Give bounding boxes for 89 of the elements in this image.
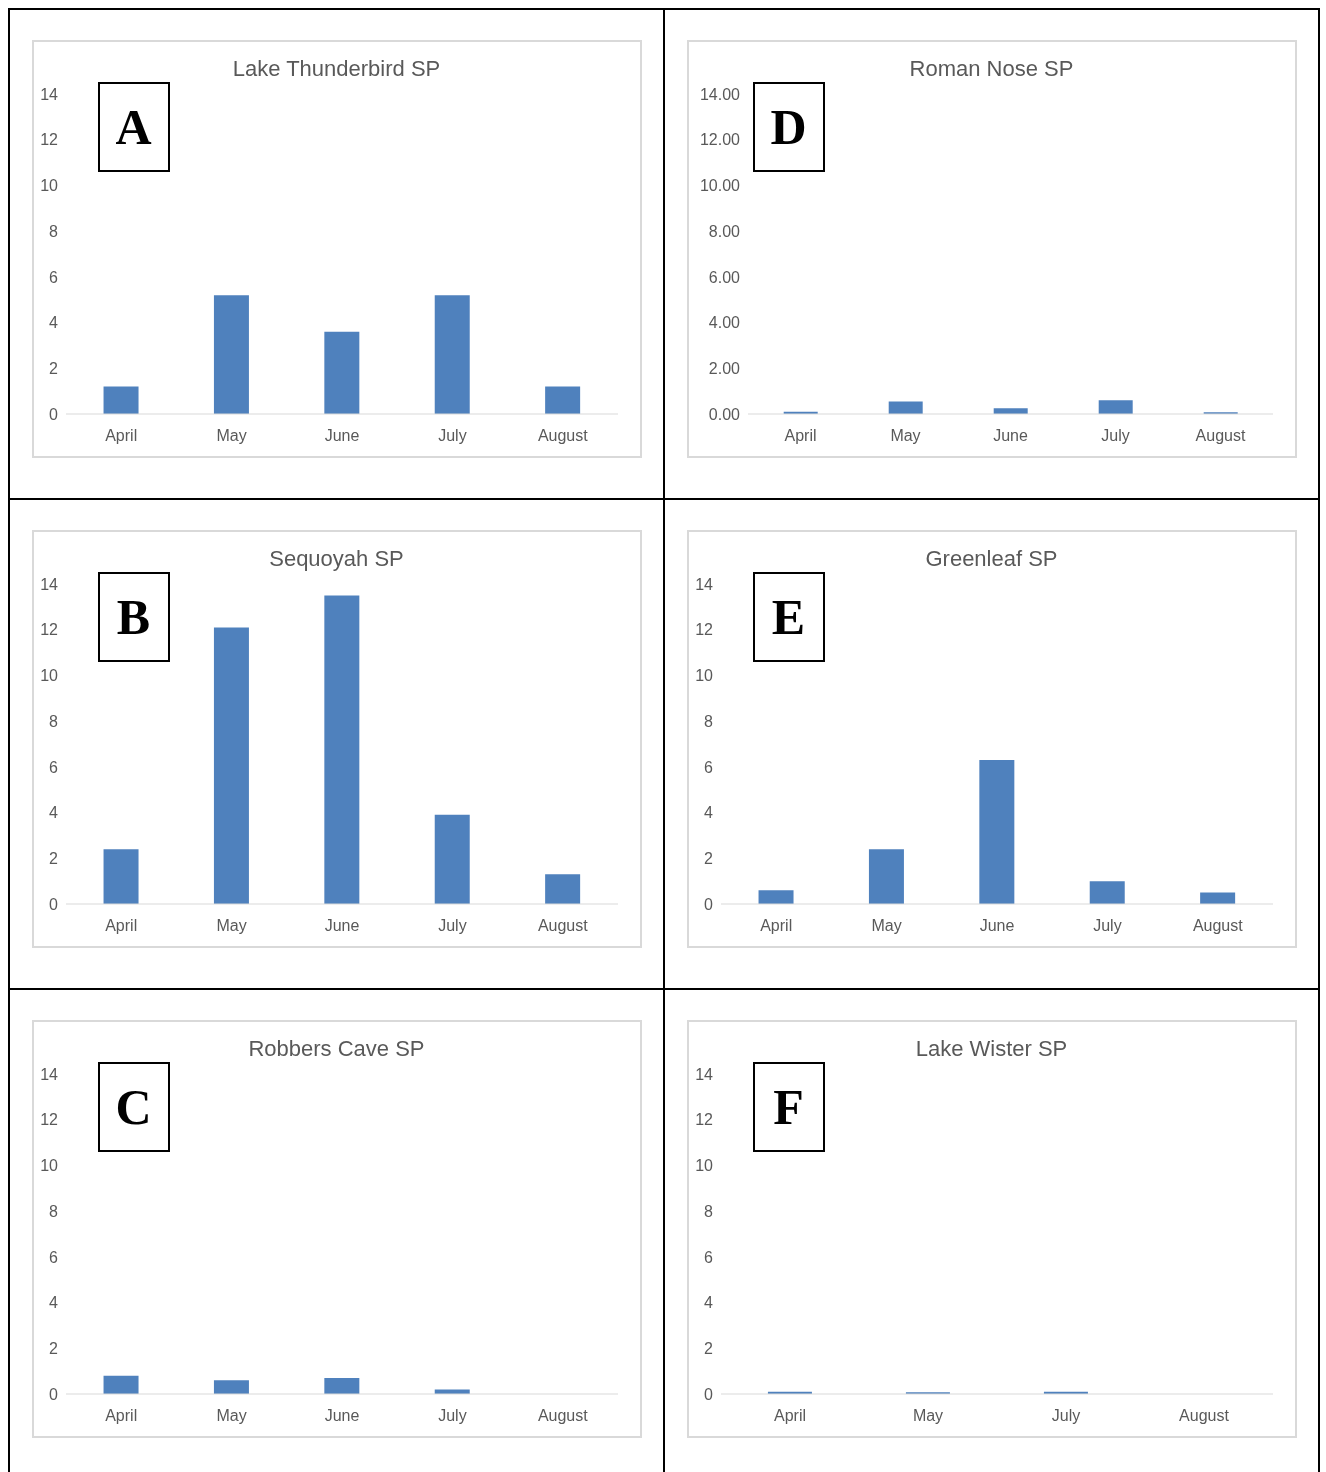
x-tick-label: July xyxy=(1051,1407,1080,1425)
x-tick-label: April xyxy=(104,427,137,445)
annotation: A xyxy=(97,82,170,172)
y-tick-label: 4 xyxy=(703,804,713,822)
x-tick-label: June xyxy=(324,1407,359,1425)
y-tick-label: 8 xyxy=(703,1202,713,1220)
y-tick-label: 0.00 xyxy=(708,405,740,423)
y-tick-label: 2 xyxy=(703,849,713,867)
y-tick-label: 10 xyxy=(39,177,58,195)
x-tick-label: August xyxy=(537,1407,588,1425)
y-tick-label: 14 xyxy=(39,575,58,593)
x-tick-label: August xyxy=(1178,1407,1229,1425)
y-tick-label: 6 xyxy=(48,1248,58,1266)
x-tick-label: May xyxy=(870,917,902,935)
y-tick-label: 8 xyxy=(48,222,58,240)
y-tick-label: 10 xyxy=(39,1157,58,1175)
y-tick-label: 0 xyxy=(703,1385,713,1403)
y-tick-label: 8.00 xyxy=(708,222,740,240)
y-tick-label: 4.00 xyxy=(708,314,740,332)
x-tick-label: May xyxy=(912,1407,943,1425)
y-tick-label: 2 xyxy=(48,359,58,377)
y-tick-label: 8 xyxy=(48,712,58,730)
x-tick-label: July xyxy=(1100,427,1130,445)
y-tick-label: 14 xyxy=(39,85,58,103)
y-tick-label: 14 xyxy=(694,1065,713,1083)
y-tick-label: 4 xyxy=(48,804,58,822)
y-tick-label: 12 xyxy=(694,1111,713,1129)
y-tick-label: 2.00 xyxy=(708,359,740,377)
x-tick-label: May xyxy=(215,427,247,445)
y-tick-label: 10.00 xyxy=(699,177,740,195)
y-tick-label: 12.00 xyxy=(699,131,740,149)
y-tick-label: 4 xyxy=(703,1294,713,1312)
x-tick-label: July xyxy=(437,1407,467,1425)
x-tick-label: July xyxy=(1092,917,1122,935)
y-tick-label: 10 xyxy=(39,667,58,685)
annotation: F xyxy=(752,1062,825,1152)
y-tick-label: 0 xyxy=(48,405,58,423)
x-tick-label: April xyxy=(773,1407,806,1425)
y-tick-label: 10 xyxy=(694,1157,713,1175)
chart-title: Greenleaf SP xyxy=(924,546,1059,573)
y-tick-label: 4 xyxy=(48,1294,58,1312)
y-tick-label: 2 xyxy=(703,1339,713,1357)
y-tick-label: 6 xyxy=(48,268,58,286)
x-tick-label: August xyxy=(537,427,588,445)
x-tick-label: July xyxy=(437,917,467,935)
x-tick-label: May xyxy=(215,917,247,935)
y-tick-label: 6 xyxy=(703,1248,713,1266)
chart-title: Sequoyah SP xyxy=(268,546,405,573)
chart-title: Lake Thunderbird SP xyxy=(231,56,442,83)
y-tick-label: 0 xyxy=(703,895,713,913)
y-tick-label: 12 xyxy=(39,1111,58,1129)
y-tick-label: 2 xyxy=(48,1339,58,1357)
x-tick-label: June xyxy=(324,427,359,445)
x-tick-label: August xyxy=(1192,917,1243,935)
y-tick-label: 0 xyxy=(48,895,58,913)
x-tick-label: April xyxy=(759,917,792,935)
x-tick-label: May xyxy=(215,1407,247,1425)
x-tick-label: August xyxy=(537,917,588,935)
y-tick-label: 6 xyxy=(48,758,58,776)
y-tick-label: 2 xyxy=(48,849,58,867)
y-tick-label: 14.00 xyxy=(699,85,740,103)
y-tick-label: 4 xyxy=(48,314,58,332)
y-tick-label: 10 xyxy=(694,667,713,685)
x-tick-label: May xyxy=(889,427,921,445)
y-tick-label: 8 xyxy=(48,1202,58,1220)
y-tick-label: 12 xyxy=(39,621,58,639)
chart-title: Lake Wister SP xyxy=(914,1036,1069,1063)
x-tick-label: April xyxy=(104,1407,137,1425)
annotation: D xyxy=(752,82,825,172)
chart-title: Robbers Cave SP xyxy=(247,1036,426,1063)
y-tick-label: 14 xyxy=(39,1065,58,1083)
chart-title: Roman Nose SP xyxy=(908,56,1075,83)
y-tick-label: 6 xyxy=(703,758,713,776)
y-tick-label: 12 xyxy=(39,131,58,149)
y-tick-label: 0 xyxy=(48,1385,58,1403)
annotation: B xyxy=(97,572,170,662)
annotation: C xyxy=(97,1062,170,1152)
x-tick-label: June xyxy=(979,917,1014,935)
x-tick-label: April xyxy=(783,427,817,445)
x-tick-label: August xyxy=(1195,427,1246,445)
x-tick-label: June xyxy=(992,427,1028,445)
y-tick-label: 6.00 xyxy=(708,268,740,286)
x-tick-label: July xyxy=(437,427,467,445)
y-tick-label: 14 xyxy=(694,575,713,593)
y-tick-label: 8 xyxy=(703,712,713,730)
y-tick-label: 12 xyxy=(694,621,713,639)
x-tick-label: June xyxy=(324,917,359,935)
annotation: E xyxy=(752,572,825,662)
x-tick-label: April xyxy=(104,917,137,935)
